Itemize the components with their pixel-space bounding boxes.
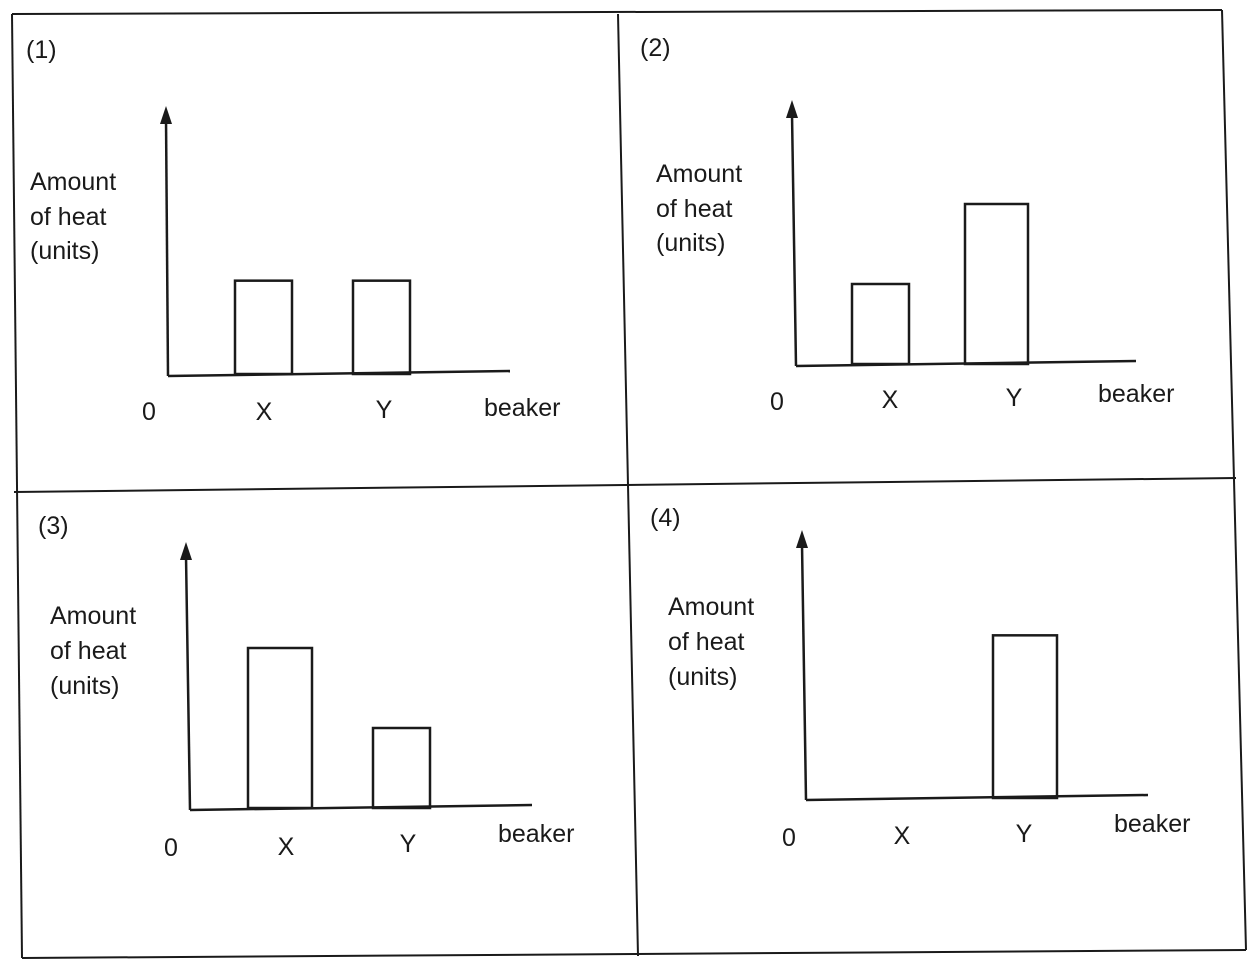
panel-3-ylabel-line-1: Amount [50, 602, 136, 630]
panel-3: (3) Amount of heat (units) 0 beaker X Y [38, 512, 574, 862]
panel-4-x-axis [805, 793, 1149, 802]
panel-1-ylabel-line-3: (units) [30, 237, 99, 265]
panel-2-tick-label-x: X [882, 386, 899, 414]
panel-4-x-axis-label: beaker [1114, 810, 1190, 838]
divider-horizontal [13, 477, 1237, 493]
panel-4-ylabel-line-2: of heat [668, 628, 745, 656]
panel-1-bar-x [233, 279, 294, 376]
panel-3-origin-label: 0 [164, 834, 178, 862]
panel-3-ylabel: Amount of heat (units) [50, 602, 143, 700]
panel-2-ylabel: Amount of heat (units) [656, 160, 749, 257]
panel-2-origin-label: 0 [770, 388, 784, 416]
panel-4: (4) Amount of heat (units) 0 beaker X Y [650, 504, 1190, 852]
panel-2-bar-x [850, 282, 911, 366]
panel-4-tick-label-y: Y [1016, 820, 1033, 848]
panel-3-x-axis-label: beaker [498, 820, 574, 848]
panel-1-bar-y [351, 279, 412, 376]
panel-2-bar-y [963, 202, 1030, 366]
panel-2-ylabel-line-1: Amount [656, 160, 742, 188]
panel-4-label: (4) [650, 504, 681, 532]
panel-2-ylabel-line-2: of heat [656, 195, 733, 223]
panel-2: (2) Amount of heat (units) 0 beaker X Y [640, 34, 1174, 416]
panel-2-tick-label-y: Y [1006, 384, 1023, 412]
frame-top [11, 9, 1223, 15]
panel-3-x-axis [189, 803, 533, 812]
panel-4-ylabel: Amount of heat (units) [668, 593, 761, 691]
panel-1-y-axis-arrowhead [160, 106, 172, 124]
panel-4-bar-y [991, 634, 1059, 800]
panel-2-label: (2) [640, 34, 671, 62]
panel-1-ylabel-line-2: of heat [30, 203, 107, 231]
panel-3-tick-label-x: X [278, 833, 295, 861]
panel-4-tick-label-x: X [894, 822, 911, 850]
panel-3-bar-y [371, 726, 432, 810]
panel-1-label: (1) [26, 36, 57, 64]
panel-1-y-axis [164, 117, 170, 377]
frame-bottom [21, 949, 1247, 959]
panel-3-bar-x [246, 646, 314, 810]
panel-2-y-axis [790, 113, 798, 367]
panel-2-y-axis-arrowhead [786, 100, 798, 118]
panel-1-x-axis-label: beaker [484, 394, 560, 422]
panel-3-ylabel-line-2: of heat [50, 637, 127, 665]
panel-1-x-axis [167, 369, 511, 378]
panel-1-origin-label: 0 [142, 398, 156, 426]
panel-4-y-axis-arrowhead [796, 530, 808, 548]
panel-2-x-axis-label: beaker [1098, 380, 1174, 408]
panel-4-ylabel-line-3: (units) [668, 663, 737, 691]
panel-3-tick-label-y: Y [400, 830, 417, 858]
panel-1-tick-label-x: X [256, 398, 273, 426]
panel-3-label: (3) [38, 512, 69, 540]
panel-4-y-axis [800, 543, 808, 801]
panel-1-ylabel: Amount of heat (units) [30, 168, 123, 265]
panel-3-y-axis [184, 555, 192, 811]
panel-1-ylabel-line-1: Amount [30, 168, 116, 196]
panel-4-ylabel-line-1: Amount [668, 593, 754, 621]
panel-3-y-axis-arrowhead [180, 542, 192, 560]
panel-2-ylabel-line-3: (units) [656, 229, 725, 257]
panel-grid [11, 9, 1247, 959]
panel-3-ylabel-line-3: (units) [50, 672, 119, 700]
frame-right [1221, 9, 1247, 951]
panel-1: (1) Amount of heat (units) 0 beaker X Y [26, 36, 560, 426]
frame-left [11, 13, 23, 959]
panel-4-origin-label: 0 [782, 824, 796, 852]
panel-1-tick-label-y: Y [376, 396, 393, 424]
